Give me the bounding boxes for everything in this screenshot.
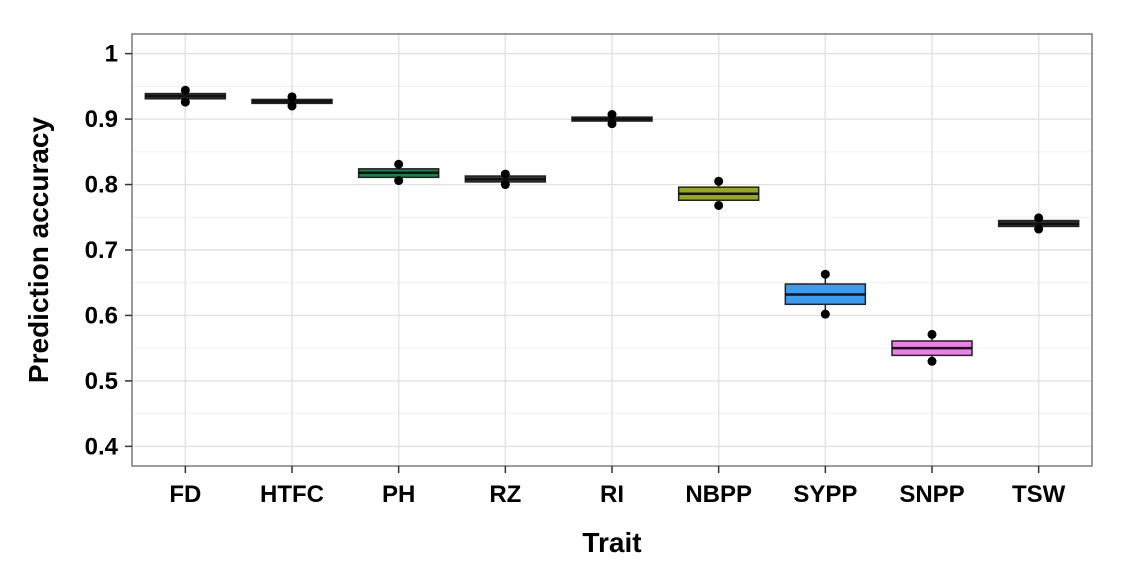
outlier-point [287, 92, 297, 102]
x-axis-ticks: FD HTFC PH RZ RI NBPP SYPP SNPP TSW [169, 466, 1066, 508]
outlier-point [927, 329, 937, 339]
boxes [144, 85, 1080, 366]
outlier-point [820, 269, 830, 279]
box-snpp [891, 329, 973, 366]
x-tick-label: RI [600, 481, 624, 508]
outlier-point [394, 159, 404, 169]
y-tick-label: 0.9 [85, 106, 118, 133]
x-tick-label: HTFC [260, 481, 324, 508]
box-ri [571, 110, 653, 129]
outlier-point [607, 119, 617, 129]
outlier-point [714, 200, 724, 210]
outlier-point [180, 85, 190, 95]
outlier-point [287, 101, 297, 111]
x-tick-label: RZ [489, 481, 521, 508]
y-tick-label: 0.4 [85, 433, 119, 460]
outlier-point [500, 169, 510, 179]
x-tick-label: PH [382, 481, 415, 508]
box-ph [357, 159, 440, 186]
y-tick-label: 1 [105, 41, 118, 68]
x-tick-label: SNPP [899, 481, 964, 508]
outlier-point [607, 110, 617, 120]
x-tick-label: TSW [1012, 481, 1066, 508]
box-rz [464, 169, 547, 190]
x-tick-label: FD [169, 481, 201, 508]
x-tick-label: NBPP [685, 481, 752, 508]
outlier-point [180, 97, 190, 107]
x-tick-label: SYPP [793, 481, 857, 508]
outlier-point [714, 176, 724, 186]
box-nbpp [677, 176, 760, 210]
grid [132, 34, 1092, 466]
y-axis-title: Prediction accuracy [23, 117, 54, 384]
outlier-point [1034, 213, 1044, 223]
x-axis-title: Trait [582, 527, 641, 558]
y-tick-label: 0.8 [85, 172, 118, 199]
box-fd [144, 85, 227, 107]
y-axis-ticks: 0.4 0.5 0.6 0.7 0.8 0.9 1 [85, 41, 132, 460]
y-tick-label: 0.7 [85, 237, 118, 264]
box-tsw [997, 213, 1080, 234]
y-tick-label: 0.6 [85, 302, 118, 329]
outlier-point [927, 356, 937, 366]
outlier-point [394, 176, 404, 186]
outlier-point [1034, 224, 1044, 234]
outlier-point [500, 180, 510, 190]
box-sypp [784, 269, 867, 319]
y-tick-label: 0.5 [85, 368, 118, 395]
outlier-point [820, 309, 830, 319]
box-htfc [251, 92, 333, 111]
